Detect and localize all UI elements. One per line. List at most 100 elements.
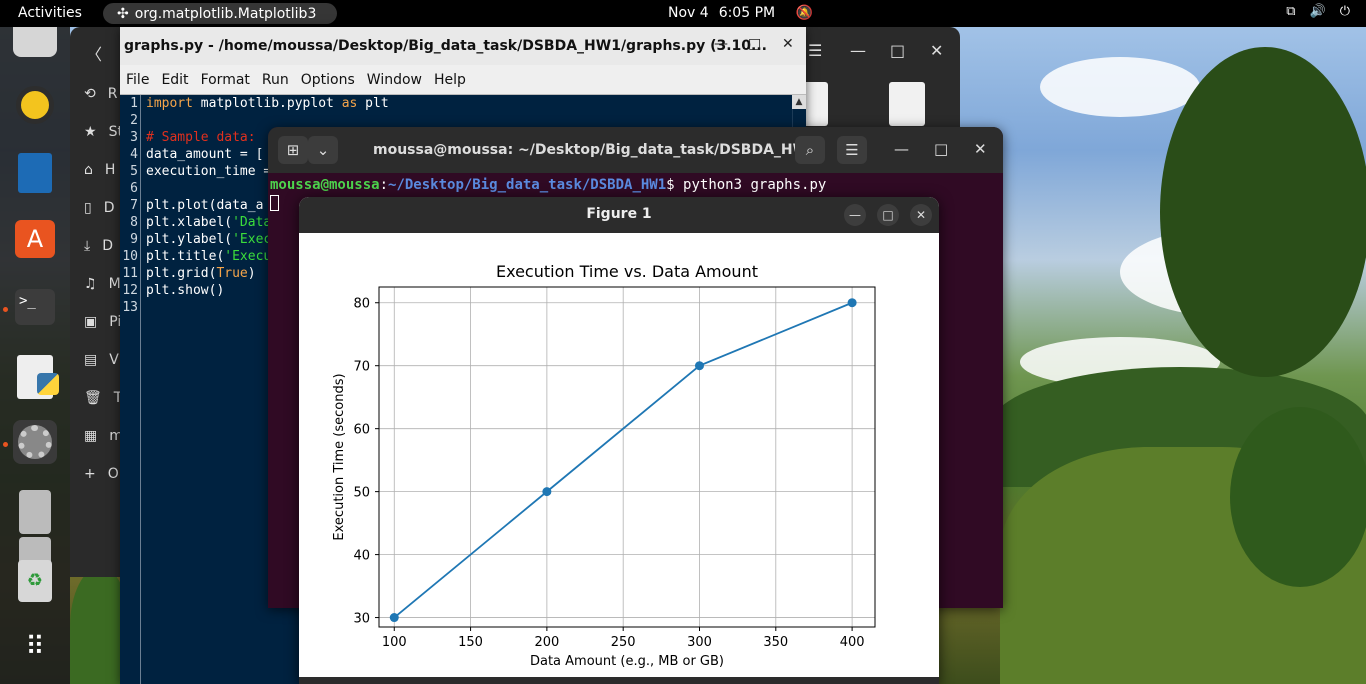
clock[interactable]: Nov 4 6:05 PM 🔕 [668, 5, 823, 21]
sidebar-item-label: H [104, 162, 116, 178]
video-icon: ▤ [84, 352, 98, 368]
dock-running-indicator [3, 442, 8, 447]
terminal-minimize-button[interactable]: — [894, 140, 909, 158]
files-close-button[interactable]: ✕ [930, 41, 944, 60]
rhythmbox-icon [16, 86, 54, 124]
x-tick-label: 250 [611, 635, 636, 650]
sidebar-item-downloads[interactable]: ⤓ D [70, 227, 280, 265]
figure-close-button[interactable]: ✕ [910, 204, 932, 226]
dock-item-terminal[interactable]: >_ [13, 285, 57, 329]
code-line: import matplotlib.pyplot as plt [146, 95, 389, 112]
x-tick-label: 150 [458, 635, 483, 650]
terminal-menu-button[interactable]: ☰ [837, 136, 867, 164]
gear-icon [18, 425, 52, 459]
system-tray[interactable]: ⧉ 🔊 ⏻ [1286, 4, 1350, 19]
sidebar-item-drive[interactable]: ▦ m [70, 417, 280, 455]
grid-icon: ⠿ [25, 632, 45, 662]
sidebar-item-documents[interactable]: ▯ D [70, 189, 280, 227]
sidebar-item-home[interactable]: ⌂ H [70, 151, 280, 189]
axes-frame [378, 286, 876, 628]
data-point [847, 298, 857, 308]
dock-item-python[interactable] [13, 355, 59, 399]
app-menu-button[interactable]: ✣ org.matplotlib.Matplotlib3 [103, 3, 337, 24]
code-line: plt.title('Execu [146, 248, 389, 265]
writer-icon [18, 153, 52, 193]
scroll-up-arrow-icon[interactable]: ▲ [792, 95, 806, 109]
dock-item-settings[interactable] [13, 420, 57, 464]
sidebar-item-other-locations[interactable]: + O [70, 455, 280, 493]
show-apps-button[interactable]: ⠿ [13, 625, 57, 669]
y-tick-label: 60 [353, 423, 370, 438]
code-string: 'Execu [224, 249, 272, 264]
picture-icon: ▣ [84, 314, 98, 330]
clock-icon: ⟲ [84, 86, 96, 102]
idle-close-button[interactable]: ✕ [782, 36, 794, 52]
sidebar-item-label: V [109, 352, 119, 368]
menu-run[interactable]: Run [261, 71, 289, 88]
app-menu-label: org.matplotlib.Matplotlib3 [134, 5, 317, 22]
sidebar-item-pictures[interactable]: ▣ Pi [70, 303, 280, 341]
terminal-search-button[interactable]: ⌕ [795, 136, 825, 164]
sidebar-item-music[interactable]: ♫ M [70, 265, 280, 303]
line-number: 3 [130, 130, 138, 145]
line-number: 12 [122, 283, 138, 298]
menu-window[interactable]: Window [366, 71, 422, 88]
dock-item-software[interactable]: A [13, 217, 57, 261]
drive-icon [19, 490, 51, 534]
line-number: 11 [122, 266, 138, 281]
sidebar-item-starred[interactable]: ★ St [70, 113, 280, 151]
tab-menu-button[interactable]: ⌄ [308, 136, 338, 164]
idle-maximize-button[interactable]: □ [748, 36, 762, 52]
top-bar: Activities ✣ org.matplotlib.Matplotlib3 … [0, 0, 1366, 27]
menu-format[interactable]: Format [200, 71, 250, 88]
matplotlib-figure-window: Figure 1 — □ ✕ 100 150 200 250 300 350 400 30 40… [299, 197, 939, 684]
sidebar-item-label: O [107, 466, 119, 482]
x-tick-label: 300 [687, 635, 712, 650]
menu-options[interactable]: Options [300, 71, 355, 88]
terminal-maximize-button[interactable]: □ [934, 140, 949, 158]
dock-item-top[interactable] [13, 27, 57, 57]
sidebar-item-videos[interactable]: ▤ V [70, 341, 280, 379]
activities-button[interactable]: Activities [18, 5, 82, 21]
idle-minimize-button[interactable]: — [714, 36, 728, 52]
code-comment: # Sample data: [146, 130, 264, 145]
menu-edit[interactable]: Edit [161, 71, 189, 88]
terminal-command: python3 graphs.py [683, 177, 827, 193]
x-tick-label: 200 [534, 635, 559, 650]
menu-file[interactable]: File [126, 71, 150, 88]
line-number-gutter: 1 2 3 4 5 6 7 8 9 10 11 12 13 [120, 95, 141, 684]
code-editor[interactable]: import matplotlib.pyplot as plt # Sample… [146, 95, 389, 299]
volume-icon: 🔊 [1309, 4, 1326, 19]
files-minimize-button[interactable]: — [850, 41, 866, 60]
dock-item-writer[interactable] [13, 151, 57, 195]
sidebar-item-recent[interactable]: ⟲ R [70, 75, 280, 113]
line-number: 10 [122, 249, 138, 264]
chart-title: Execution Time vs. Data Amount [496, 262, 758, 281]
code-text: plt.xlabel( [146, 215, 233, 230]
code-line: plt.show() [146, 283, 225, 298]
dock-item-rhythmbox[interactable] [13, 83, 57, 127]
dock-item-trash[interactable]: ♻ [13, 559, 57, 603]
new-tab-button[interactable]: ⊞ [278, 136, 308, 164]
terminal-close-button[interactable]: ✕ [974, 140, 987, 158]
y-tick-label: 80 [353, 297, 370, 312]
menu-help[interactable]: Help [434, 71, 466, 88]
document-icon[interactable] [889, 82, 925, 126]
figure-maximize-button[interactable]: □ [877, 204, 899, 226]
star-icon: ★ [84, 124, 97, 140]
files-menu-button[interactable]: ☰ [808, 41, 823, 60]
back-button[interactable]: 〈 [86, 45, 103, 64]
dock-item-drive-1[interactable] [13, 490, 57, 534]
code-text: ) [247, 266, 256, 281]
y-tick-label: 30 [353, 612, 370, 627]
series-line [393, 301, 853, 619]
figure-minimize-button[interactable]: — [844, 204, 866, 226]
prompt-user: moussa@moussa [270, 177, 380, 193]
trash-icon: ♻ [18, 560, 52, 602]
notifications-off-icon: 🔕 [795, 5, 813, 21]
files-maximize-button[interactable]: □ [890, 41, 906, 60]
python-file-icon [17, 355, 59, 399]
prompt-separator: : [379, 177, 389, 193]
line-number: 5 [130, 164, 138, 179]
data-point [389, 613, 399, 623]
